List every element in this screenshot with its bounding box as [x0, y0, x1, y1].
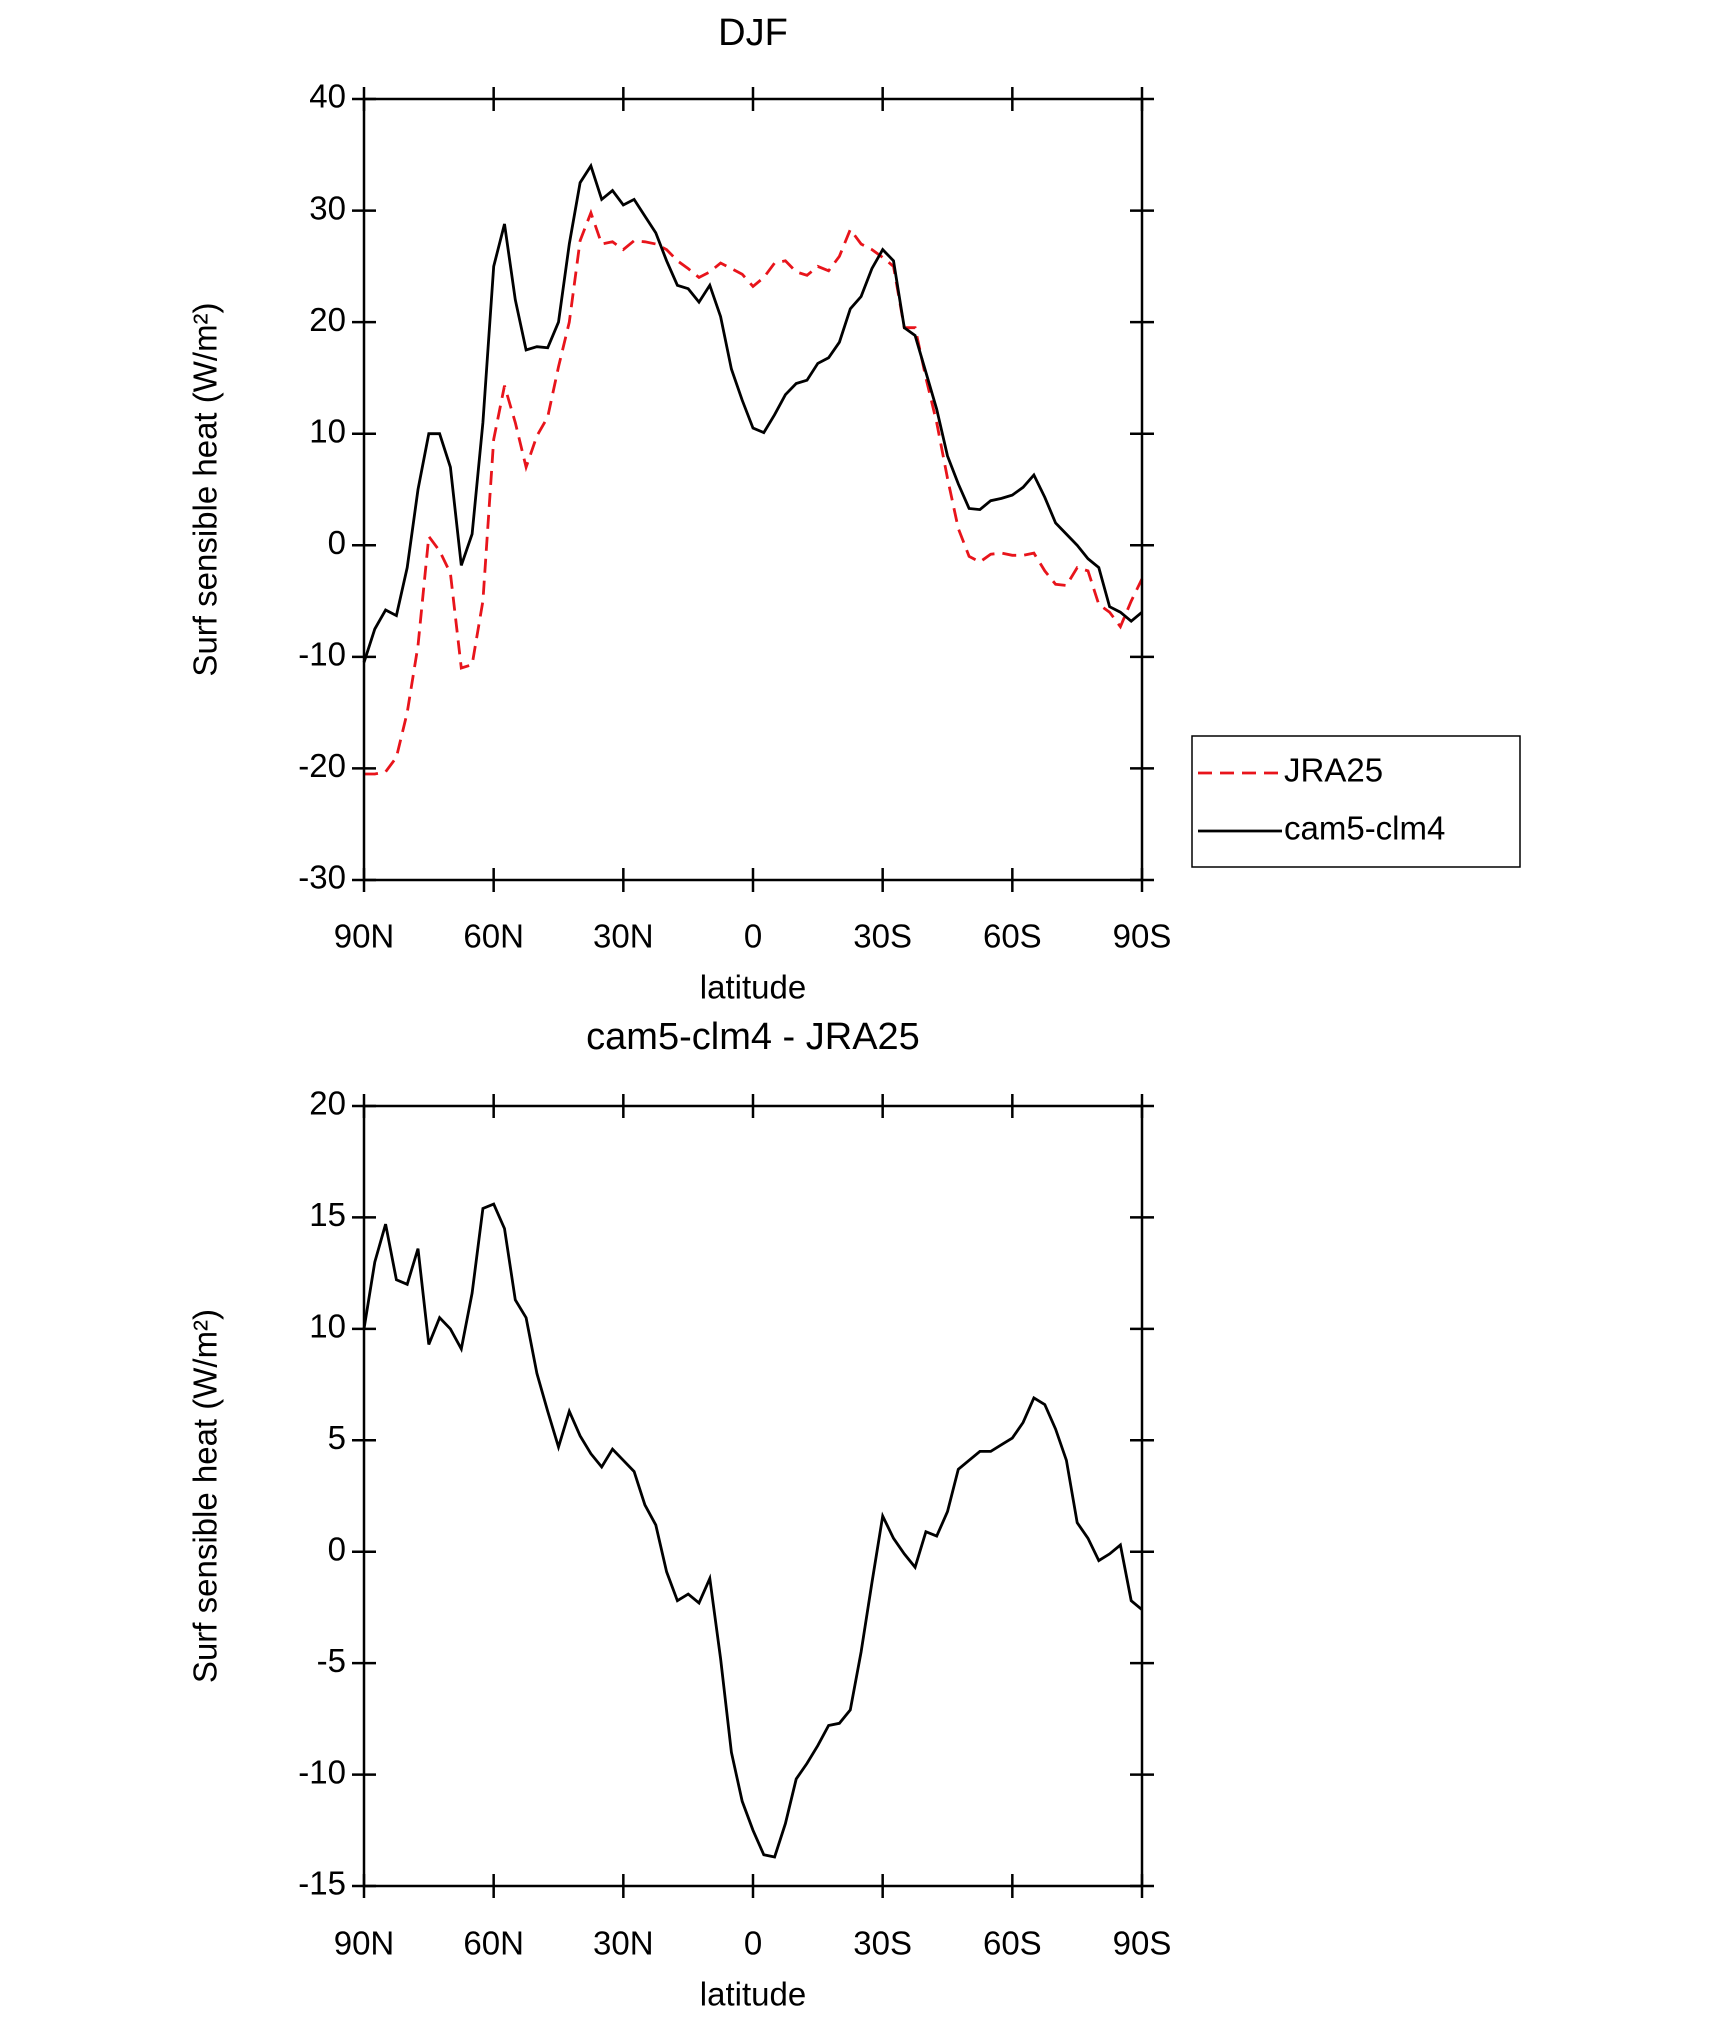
- y-tick-label: 10: [309, 412, 346, 449]
- y-tick-label: 20: [309, 301, 346, 338]
- legend-box: [1191, 735, 1521, 868]
- x-tick-label: 30N: [593, 918, 654, 955]
- x-tick-label: 0: [744, 1925, 762, 1962]
- x-tick-label: 90S: [1113, 1925, 1172, 1962]
- x-tick-label: 90N: [334, 918, 395, 955]
- x-axis-label: latitude: [700, 1976, 806, 2013]
- x-tick-label: 30S: [853, 1925, 912, 1962]
- y-tick-label: 20: [309, 1085, 346, 1122]
- y-tick-label: -10: [298, 1753, 346, 1790]
- y-tick-label: -30: [298, 859, 346, 896]
- x-tick-label: 60N: [463, 1925, 524, 1962]
- x-tick-label: 0: [744, 918, 762, 955]
- y-axis-label: Surf sensible heat (W/m²): [187, 302, 224, 676]
- x-tick-label: 90N: [334, 1925, 395, 1962]
- legend-label: JRA25: [1284, 752, 1383, 789]
- x-axis-label: latitude: [700, 969, 806, 1006]
- y-tick-label: 15: [309, 1196, 346, 1233]
- x-tick-label: 30N: [593, 1925, 654, 1962]
- y-tick-label: -5: [317, 1642, 346, 1679]
- y-tick-label: 0: [328, 524, 346, 561]
- data-line: [364, 208, 1144, 776]
- y-tick-label: -20: [298, 747, 346, 784]
- x-tick-label: 90S: [1113, 918, 1172, 955]
- x-tick-label: 60S: [983, 918, 1042, 955]
- y-tick-label: 0: [328, 1530, 346, 1567]
- y-tick-label: -15: [298, 1865, 346, 1902]
- y-tick-label: 30: [309, 189, 346, 226]
- x-tick-label: 60S: [983, 1925, 1042, 1962]
- y-tick-label: 40: [309, 78, 346, 115]
- data-line: [362, 162, 1143, 663]
- x-tick-label: 30S: [853, 918, 912, 955]
- y-tick-label: 5: [328, 1419, 346, 1456]
- x-tick-label: 60N: [463, 918, 524, 955]
- plot-frame: [362, 1104, 1144, 1888]
- legend-label: cam5-clm4: [1284, 810, 1445, 847]
- chart-title: DJF: [718, 12, 788, 54]
- plot-frame: [362, 97, 1144, 882]
- chart-title: cam5-clm4 - JRA25: [586, 1016, 920, 1058]
- data-line: [362, 1202, 1143, 1859]
- y-tick-label: -10: [298, 636, 346, 673]
- y-axis-label: Surf sensible heat (W/m²): [187, 1309, 224, 1683]
- y-tick-label: 10: [309, 1308, 346, 1345]
